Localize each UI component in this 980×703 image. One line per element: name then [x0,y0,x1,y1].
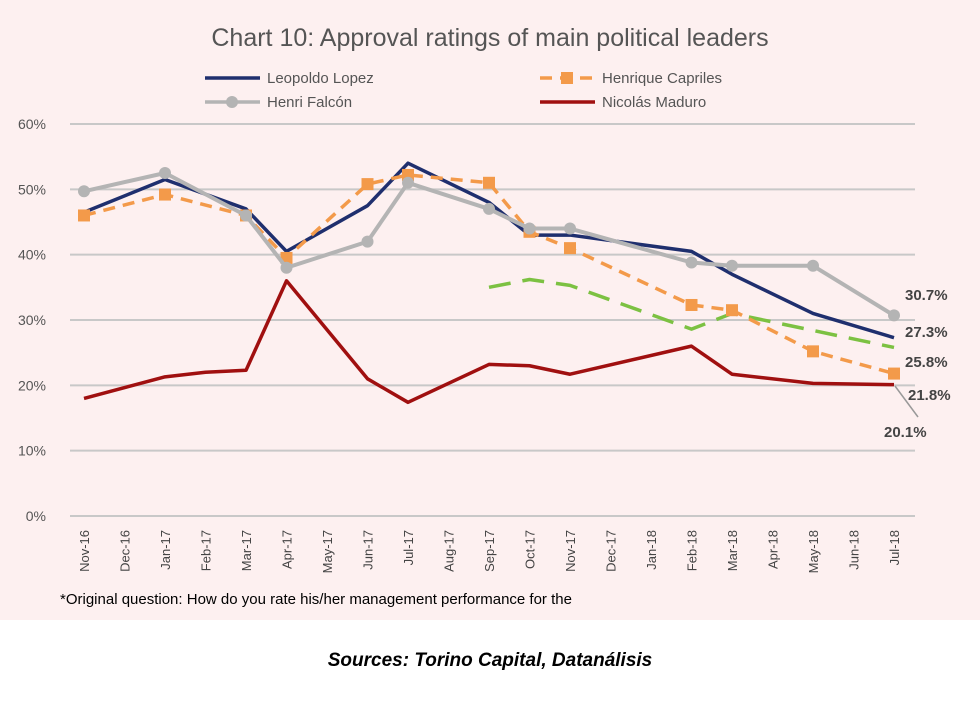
line-chart: Chart 10: Approval ratings of main polit… [18,24,951,608]
data-label: 25.8% [905,354,948,371]
x-tick-label: Sep-17 [482,530,497,572]
x-tick-label: Mar-17 [239,530,254,571]
x-tick-label: Aug-17 [442,530,457,572]
data-point [685,298,698,311]
data-point [402,176,414,189]
x-tick-label: Apr-18 [766,530,781,569]
data-point [280,261,293,274]
x-tick-label: Jan-18 [644,530,659,570]
data-point [483,202,495,215]
legend-label: Henri Falcón [267,94,352,111]
data-point [523,222,536,235]
data-point [726,259,738,272]
x-tick-label: Dec-16 [118,530,133,572]
data-point [240,209,252,222]
data-label: 20.1% [884,424,927,441]
data-point [159,188,171,201]
data-point [726,304,738,317]
legend-label: Nicolás Maduro [602,94,706,111]
data-point [483,176,495,189]
x-tick-label: Dec-17 [604,530,619,572]
x-tick-label: Jun-18 [847,530,862,570]
y-tick-label: 40% [18,247,46,263]
series-line-unnamed [488,277,895,350]
x-tick-label: Feb-17 [199,530,214,571]
data-point [159,167,171,179]
data-point [564,222,576,235]
data-point [888,367,900,380]
x-tick-label: Jul-17 [401,530,416,565]
legend-marker [226,96,238,108]
data-point [807,259,819,272]
data-point [361,235,374,248]
legend-label: Henrique Capriles [602,70,722,87]
data-point [685,256,698,269]
data-point [78,185,90,198]
sources-note: Sources: Torino Capital, Datanálisis [327,650,653,671]
y-tick-label: 60% [18,116,46,132]
series-line-leopoldo-lopez [83,161,895,340]
y-tick-label: 0% [26,508,46,524]
x-tick-label: Mar-18 [725,530,740,571]
x-tick-label: Jan-17 [158,530,173,570]
x-tick-label: Apr-17 [280,530,295,569]
data-point [78,209,90,222]
y-tick-label: 50% [18,181,46,197]
x-tick-label: Jul-18 [887,530,902,565]
legend-label: Leopoldo Lopez [267,70,374,87]
chart-title: Chart 10: Approval ratings of main polit… [211,24,768,52]
x-tick-label: Oct-17 [523,530,538,569]
y-tick-label: 10% [18,443,46,459]
series-line-nicol-s-maduro [83,279,895,405]
data-point [888,309,900,322]
legend-marker [561,72,573,84]
x-tick-label: May-17 [320,530,335,573]
label-leader-line [894,385,919,418]
data-label: 30.7% [905,287,948,304]
x-tick-label: Nov-16 [77,530,92,572]
data-label: 27.3% [905,324,948,341]
data-point [361,178,374,191]
x-tick-label: Nov-17 [563,530,578,572]
y-tick-label: 30% [18,312,46,328]
x-tick-label: Feb-18 [685,530,700,571]
footnote: *Original question: How do you rate his/… [60,591,572,608]
x-tick-label: Jun-17 [361,530,376,570]
x-tick-label: May-18 [806,530,821,573]
data-point [564,242,576,255]
data-point [807,345,819,358]
data-label: 21.8% [908,387,951,404]
y-tick-label: 20% [18,377,46,393]
